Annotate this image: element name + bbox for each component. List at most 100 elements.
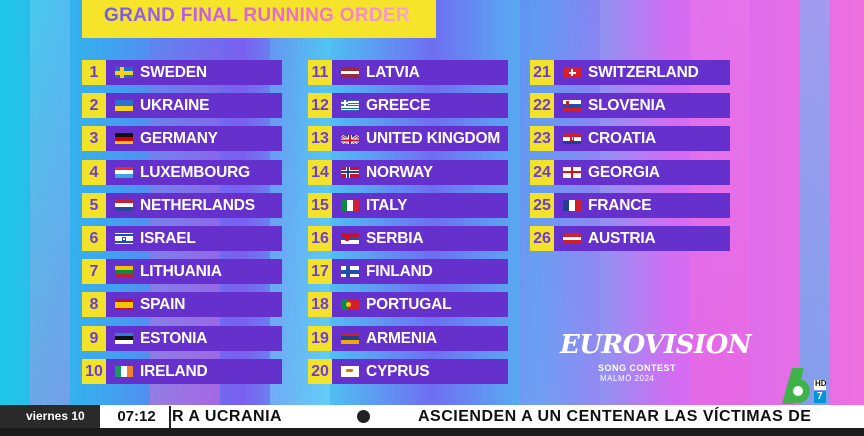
running-order-row: 17 FINLAND bbox=[308, 259, 508, 285]
armenia-flag-icon bbox=[341, 332, 359, 344]
netherlands-flag-icon bbox=[115, 199, 133, 211]
running-order-row: 22 SLOVENIA bbox=[530, 93, 730, 119]
country-name: UKRAINE bbox=[140, 97, 210, 115]
country-bar: GREECE bbox=[332, 93, 508, 119]
croatia-flag-icon bbox=[563, 133, 581, 145]
portugal-flag-icon bbox=[341, 299, 359, 311]
country-name: CYPRUS bbox=[366, 362, 430, 380]
eurovision-logo: EUROVISION SONG CONTEST MALMÖ 2024 bbox=[560, 330, 751, 386]
country-name: LITHUANIA bbox=[140, 263, 222, 281]
running-order-number: 3 bbox=[82, 126, 106, 152]
country-bar: NORWAY bbox=[332, 159, 508, 185]
country-bar: LATVIA bbox=[332, 60, 508, 85]
running-order-row: 23 CROATIA bbox=[530, 126, 730, 152]
switzerland-flag-icon bbox=[563, 67, 581, 78]
bottom-strip bbox=[0, 428, 864, 436]
running-order-number: 13 bbox=[308, 126, 332, 152]
running-order-number: 12 bbox=[308, 93, 332, 119]
page-title: GRAND FINAL RUNNING ORDER bbox=[104, 5, 410, 26]
luxembourg-flag-icon bbox=[115, 166, 133, 178]
ticker-day: viernes 10 bbox=[0, 405, 100, 428]
country-bar: SPAIN bbox=[106, 292, 282, 318]
channel-6-icon bbox=[782, 368, 826, 404]
country-bar: CYPRUS bbox=[332, 358, 508, 384]
running-order-number: 15 bbox=[308, 192, 332, 218]
country-bar: PORTUGAL bbox=[332, 292, 508, 318]
country-name: LUXEMBOURG bbox=[140, 163, 250, 181]
running-order-number: 9 bbox=[82, 325, 106, 351]
news-ticker bbox=[0, 405, 864, 428]
logo-wordmark: EUROVISION bbox=[560, 330, 751, 360]
country-bar: SWEDEN bbox=[106, 60, 282, 85]
georgia-flag-icon bbox=[563, 166, 581, 178]
running-order-number: 7 bbox=[82, 259, 106, 285]
country-bar: IRELAND bbox=[106, 358, 282, 384]
running-order-row: 7 LITHUANIA bbox=[82, 259, 282, 285]
country-bar: SWITZERLAND bbox=[554, 60, 730, 85]
ukraine-flag-icon bbox=[115, 100, 133, 112]
ticker-headline: ASCIENDEN A UN CENTENAR LAS VÍCTIMAS DE bbox=[418, 408, 812, 425]
running-order-number: 6 bbox=[82, 226, 106, 251]
country-bar: ISRAEL bbox=[106, 226, 282, 251]
running-order-number: 14 bbox=[308, 159, 332, 185]
channel-logo: HD 7 bbox=[778, 364, 827, 404]
country-name: SERBIA bbox=[366, 230, 424, 247]
running-order-number: 21 bbox=[530, 60, 554, 85]
country-bar: GEORGIA bbox=[554, 159, 730, 185]
country-bar: SERBIA bbox=[332, 226, 508, 251]
running-order-row: 8 SPAIN bbox=[82, 292, 282, 318]
running-order-number: 22 bbox=[530, 93, 554, 119]
logo-city: MALMÖ 2024 bbox=[600, 374, 655, 383]
channel-sub-label: 7 bbox=[817, 391, 823, 402]
running-order-row: 6 ISRAEL bbox=[82, 226, 282, 251]
background-streak bbox=[800, 0, 830, 436]
slovenia-flag-icon bbox=[563, 100, 581, 112]
uk-flag-icon bbox=[341, 133, 359, 145]
country-name: PORTUGAL bbox=[366, 296, 452, 314]
running-order-number: 16 bbox=[308, 226, 332, 251]
country-bar: ARMENIA bbox=[332, 325, 508, 351]
country-bar: FRANCE bbox=[554, 192, 730, 218]
running-order-number: 24 bbox=[530, 159, 554, 185]
france-flag-icon bbox=[563, 199, 581, 211]
channel-hd-label: HD bbox=[815, 379, 827, 388]
running-order-row: 13 UNITED KINGDOM bbox=[308, 126, 508, 152]
country-name: NETHERLANDS bbox=[140, 196, 255, 214]
running-order-row: 9 ESTONIA bbox=[82, 325, 282, 351]
running-order-row: 20 CYPRUS bbox=[308, 358, 508, 384]
country-bar: ITALY bbox=[332, 192, 508, 218]
finland-flag-icon bbox=[341, 266, 359, 278]
country-name: ITALY bbox=[366, 196, 408, 214]
country-bar: UKRAINE bbox=[106, 93, 282, 119]
country-name: SLOVENIA bbox=[588, 97, 666, 115]
latvia-flag-icon bbox=[341, 67, 359, 78]
running-order-number: 18 bbox=[308, 292, 332, 318]
running-order-row: 11 LATVIA bbox=[308, 60, 508, 85]
spain-flag-icon bbox=[115, 299, 133, 311]
ticker-separator-dot bbox=[357, 410, 370, 423]
running-order-row: 5 NETHERLANDS bbox=[82, 192, 282, 218]
country-bar: SLOVENIA bbox=[554, 93, 730, 119]
running-order-number: 1 bbox=[82, 60, 106, 85]
country-bar: NETHERLANDS bbox=[106, 192, 282, 218]
running-order-row: 10 IRELAND bbox=[82, 358, 282, 384]
country-bar: AUSTRIA bbox=[554, 226, 730, 251]
country-name: ARMENIA bbox=[366, 329, 437, 347]
country-name: CROATIA bbox=[588, 130, 657, 148]
country-bar: LITHUANIA bbox=[106, 259, 282, 285]
country-bar: FINLAND bbox=[332, 259, 508, 285]
italy-flag-icon bbox=[341, 199, 359, 211]
running-order-row: 24 GEORGIA bbox=[530, 159, 730, 185]
running-order-row: 4 LUXEMBOURG bbox=[82, 159, 282, 185]
country-name: ESTONIA bbox=[140, 329, 208, 347]
running-order-row: 26 AUSTRIA bbox=[530, 226, 730, 251]
country-name: GREECE bbox=[366, 97, 431, 115]
serbia-flag-icon bbox=[341, 233, 359, 244]
country-name: SWEDEN bbox=[140, 64, 207, 81]
running-order-number: 10 bbox=[82, 358, 106, 384]
running-order-number: 25 bbox=[530, 192, 554, 218]
country-name: FRANCE bbox=[588, 196, 652, 214]
country-bar: LUXEMBOURG bbox=[106, 159, 282, 185]
running-order-number: 23 bbox=[530, 126, 554, 152]
